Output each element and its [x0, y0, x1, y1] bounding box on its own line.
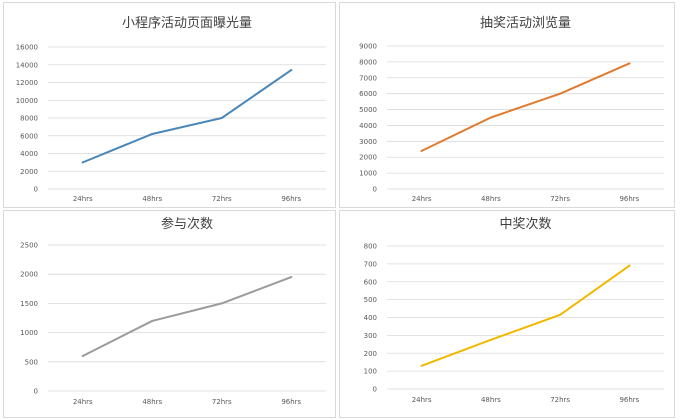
data-point [81, 161, 84, 164]
y-tick-label: 800 [364, 243, 377, 251]
x-tick-label: 48hrs [142, 398, 162, 406]
y-tick-label: 2000 [359, 154, 377, 162]
x-tick-label: 24hrs [73, 398, 93, 406]
y-tick-label: 8000 [359, 58, 377, 66]
y-tick-label: 1500 [20, 300, 38, 308]
chart-panel-participation: 参与次数 0 500 1000 1500 2000 2500 24hrs 48hrs 72hrs 9… [3, 210, 336, 418]
y-tick-label: 5000 [359, 106, 377, 114]
y-tick-label: 300 [364, 332, 377, 340]
y-tick-label: 0 [373, 186, 377, 194]
chart-title: 参与次数 [161, 216, 213, 232]
series-line [81, 276, 293, 357]
x-tick-label: 48hrs [481, 195, 501, 203]
chart-title: 小程序活动页面曝光量 [122, 16, 252, 31]
data-point [559, 92, 562, 95]
y-tick-label: 1000 [359, 170, 377, 178]
x-tick-label: 24hrs [412, 396, 432, 404]
y-tick-label: 0 [373, 386, 377, 394]
x-tick-label: 48hrs [481, 396, 501, 404]
series-line [420, 264, 631, 367]
x-tick-label: 72hrs [550, 396, 570, 404]
y-tick-label: 200 [364, 350, 377, 358]
chart-participation: 参与次数 0 500 1000 1500 2000 2500 24hrs 48hrs 72hrs 9… [20, 216, 326, 406]
data-point [420, 364, 423, 367]
data-point [489, 116, 492, 119]
y-tick-label: 8000 [20, 115, 38, 123]
data-point [420, 149, 423, 152]
y-tick-label: 6000 [20, 132, 38, 140]
x-tick-label: 96hrs [281, 398, 301, 406]
y-tick-label: 6000 [359, 90, 377, 98]
data-point [151, 319, 154, 322]
y-tick-label: 9000 [359, 43, 377, 51]
x-tick-label: 48hrs [142, 195, 162, 203]
series-line [420, 62, 631, 152]
y-tick-label: 12000 [16, 79, 38, 87]
y-tick-label: 1000 [20, 329, 38, 337]
chart-panel-lottery-views: 抽奖活动浏览量 0 1000 2000 3000 4000 5000 6000 7000 8000… [339, 2, 675, 208]
x-tick-label: 72hrs [212, 195, 232, 203]
y-tick-label: 0 [34, 186, 38, 194]
data-point [628, 62, 631, 65]
chart-lottery-views: 抽奖活动浏览量 0 1000 2000 3000 4000 5000 6000 7000 8000… [359, 15, 664, 203]
data-point [151, 132, 154, 135]
x-tick-label: 24hrs [412, 195, 432, 203]
y-tick-label: 500 [25, 358, 38, 366]
y-tick-label: 500 [364, 296, 377, 304]
data-point [290, 69, 293, 72]
y-tick-label: 3000 [359, 138, 377, 146]
x-tick-label: 96hrs [619, 195, 639, 203]
y-tick-label: 2500 [20, 242, 38, 250]
data-point [220, 117, 223, 119]
series-line [81, 69, 293, 164]
y-tick-label: 700 [364, 260, 377, 268]
y-tick-label: 16000 [16, 44, 38, 52]
x-tick-label: 96hrs [281, 195, 301, 203]
y-tick-label: 7000 [359, 74, 377, 82]
x-tick-label: 96hrs [619, 396, 639, 404]
chart-title: 抽奖活动浏览量 [480, 15, 571, 31]
y-tick-label: 4000 [20, 150, 38, 158]
y-tick-label: 2000 [20, 168, 38, 176]
chart-panel-wins: 中奖次数 0 100 200 300 400 500 600 700 800 24hrs 48hrs 7… [339, 210, 675, 418]
y-tick-label: 600 [364, 278, 377, 286]
data-point [489, 338, 492, 341]
x-tick-label: 24hrs [73, 195, 93, 203]
data-point [290, 276, 293, 279]
chart-panel-exposure: 小程序活动页面曝光量 0 2000 4000 6000 8000 10000 12000 140… [3, 2, 336, 208]
chart-title: 中奖次数 [499, 216, 551, 232]
chart-wins: 中奖次数 0 100 200 300 400 500 600 700 800 24hrs 48hrs 7… [364, 216, 664, 404]
y-tick-label: 100 [364, 368, 377, 376]
data-point [559, 313, 562, 316]
y-tick-label: 10000 [16, 97, 38, 105]
y-tick-label: 14000 [16, 61, 38, 69]
y-tick-label: 2000 [20, 271, 38, 279]
data-point [628, 264, 631, 267]
x-tick-label: 72hrs [212, 398, 232, 406]
chart-exposure: 小程序活动页面曝光量 0 2000 4000 6000 8000 10000 12000 140… [16, 16, 326, 203]
y-tick-label: 400 [364, 314, 377, 322]
data-point [220, 302, 223, 305]
x-tick-label: 72hrs [550, 195, 570, 203]
data-point [81, 354, 84, 357]
y-tick-label: 4000 [359, 122, 377, 130]
y-tick-label: 0 [34, 388, 38, 396]
